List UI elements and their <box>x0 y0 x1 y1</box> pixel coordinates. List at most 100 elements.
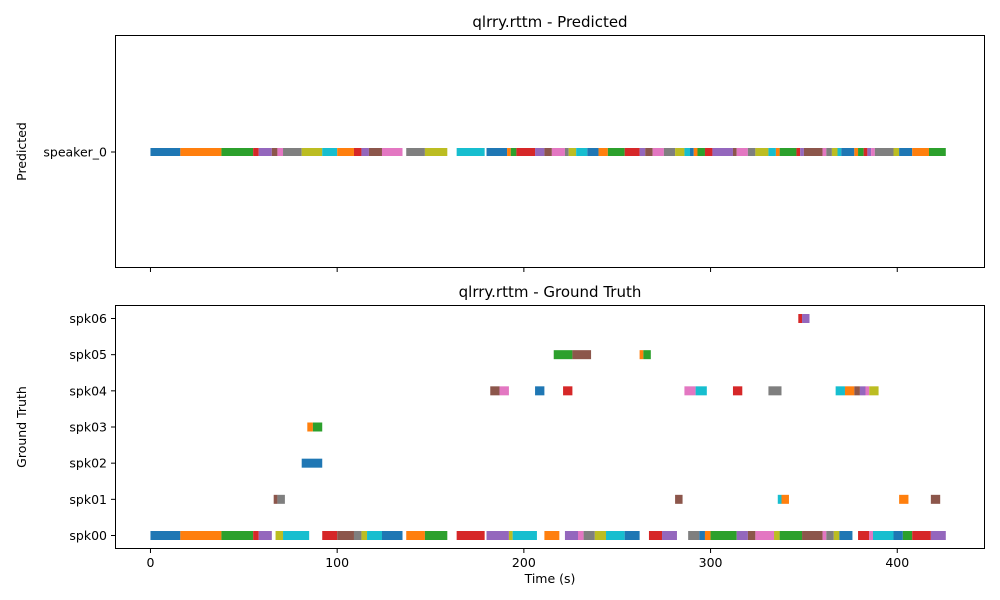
segment-speaker_0-60 <box>863 148 868 156</box>
segment-spk01-55 <box>930 494 941 504</box>
segment-speaker_0-46 <box>755 148 769 156</box>
segment-speaker_0-55 <box>831 148 838 156</box>
segment-speaker_0-15 <box>406 148 425 156</box>
segment-speaker_0-0 <box>150 148 181 156</box>
segment-speaker_0-40 <box>697 148 705 156</box>
segment-speaker_0-3 <box>253 148 259 156</box>
axes-frame <box>115 35 985 268</box>
segment-spk04-71 <box>865 386 870 396</box>
segment-speaker_0-36 <box>675 148 685 156</box>
y-tick-label-spk04: spk04 <box>69 383 107 398</box>
x-tick-label: 400 <box>885 555 909 570</box>
x-tick-label: 300 <box>699 555 723 570</box>
segment-spk04-69 <box>854 386 860 396</box>
segment-speaker_0-14 <box>381 148 403 156</box>
segment-speaker_0-18 <box>486 148 508 156</box>
segment-speaker_0-23 <box>544 148 552 156</box>
segment-speaker_0-12 <box>361 148 369 156</box>
segment-speaker_0-57 <box>841 148 855 156</box>
ground-truth-panel: qlrry.rttm - Ground Truth 0 100 200 300 400 sp… <box>14 283 985 586</box>
segment-speaker_0-28 <box>587 148 599 156</box>
segment-speaker_0-20 <box>510 148 517 156</box>
segment-speaker_0-24 <box>551 148 565 156</box>
x-axis-label: Time (s) <box>524 571 576 586</box>
y-tick-label-spk00: spk00 <box>69 528 107 543</box>
segment-speaker_0-66 <box>912 148 929 156</box>
segment-speaker_0-30 <box>607 148 625 156</box>
segment-speaker_0-65 <box>899 148 913 156</box>
segment-spk00-1 <box>180 531 222 540</box>
x-tick-label: 0 <box>146 555 154 570</box>
segment-spk00-22 <box>583 531 595 540</box>
segment-speaker_0-62 <box>871 148 875 156</box>
segment-spk04-68 <box>844 386 855 396</box>
segment-speaker_0-26 <box>568 148 577 156</box>
segment-spk06-77 <box>798 314 803 323</box>
segment-spk05-74 <box>572 350 592 360</box>
segment-spk00-16 <box>486 531 509 540</box>
y-tick-label-speaker_0: speaker_0 <box>43 145 107 160</box>
segment-speaker_0-59 <box>858 148 864 156</box>
segment-spk00-21 <box>578 531 584 540</box>
segment-speaker_0-38 <box>690 148 694 156</box>
segment-spk00-37 <box>802 531 823 540</box>
segment-spk02-56 <box>301 458 323 468</box>
axes-frame <box>115 305 985 549</box>
segment-speaker_0-63 <box>874 148 894 156</box>
segment-spk01-54 <box>899 494 909 504</box>
segment-speaker_0-1 <box>180 148 222 156</box>
segment-spk00-3 <box>253 531 259 540</box>
segment-spk05-76 <box>643 350 651 360</box>
segment-spk06-78 <box>802 314 810 323</box>
segment-spk04-72 <box>869 386 879 396</box>
segment-spk00-38 <box>822 531 827 540</box>
y-axis-label: Predicted <box>14 122 29 181</box>
segment-speaker_0-19 <box>507 148 511 156</box>
segment-spk00-40 <box>833 531 840 540</box>
segment-spk00-41 <box>839 531 853 540</box>
segment-speaker_0-10 <box>337 148 354 156</box>
segment-speaker_0-27 <box>576 148 588 156</box>
segment-spk00-27 <box>662 531 677 540</box>
segment-speaker_0-21 <box>516 148 536 156</box>
segment-speaker_0-31 <box>624 148 640 156</box>
segment-speaker_0-13 <box>368 148 382 156</box>
segment-spk04-63 <box>684 386 696 396</box>
segment-speaker_0-64 <box>893 148 900 156</box>
segment-spk00-31 <box>710 531 737 540</box>
segment-speaker_0-61 <box>867 148 872 156</box>
segment-speaker_0-22 <box>535 148 545 156</box>
segment-spk00-46 <box>902 531 913 540</box>
segment-speaker_0-5 <box>271 148 278 156</box>
segment-spk00-39 <box>826 531 834 540</box>
segment-spk04-59 <box>490 386 500 396</box>
segment-spk00-2 <box>221 531 254 540</box>
segment-speaker_0-7 <box>283 148 302 156</box>
segment-speaker_0-32 <box>639 148 646 156</box>
segment-spk04-65 <box>732 386 743 396</box>
segment-spk01-51 <box>675 494 683 504</box>
segment-spk03-57 <box>307 422 313 432</box>
segment-spk01-52 <box>777 494 782 504</box>
segment-spk00-35 <box>774 531 780 540</box>
segment-spk00-47 <box>912 531 931 540</box>
segment-speaker_0-52 <box>803 148 823 156</box>
segment-speaker_0-33 <box>645 148 653 156</box>
segment-spk00-8 <box>337 531 354 540</box>
segment-spk00-9 <box>353 531 362 540</box>
segment-speaker_0-34 <box>652 148 664 156</box>
segment-speaker_0-11 <box>353 148 362 156</box>
x-tick-label: 100 <box>325 555 349 570</box>
segment-speaker_0-42 <box>712 148 733 156</box>
segment-speaker_0-16 <box>424 148 448 156</box>
segment-speaker_0-44 <box>736 148 748 156</box>
segment-speaker_0-35 <box>663 148 676 156</box>
segment-spk00-10 <box>361 531 368 540</box>
y-tick-label-spk02: spk02 <box>69 456 107 471</box>
segment-spk00-11 <box>367 531 382 540</box>
segment-spk01-49 <box>273 494 278 504</box>
y-tick-label-spk05: spk05 <box>69 347 107 362</box>
chart-title: qlrry.rttm - Predicted <box>472 13 627 31</box>
segment-speaker_0-39 <box>693 148 698 156</box>
segment-spk00-36 <box>779 531 803 540</box>
